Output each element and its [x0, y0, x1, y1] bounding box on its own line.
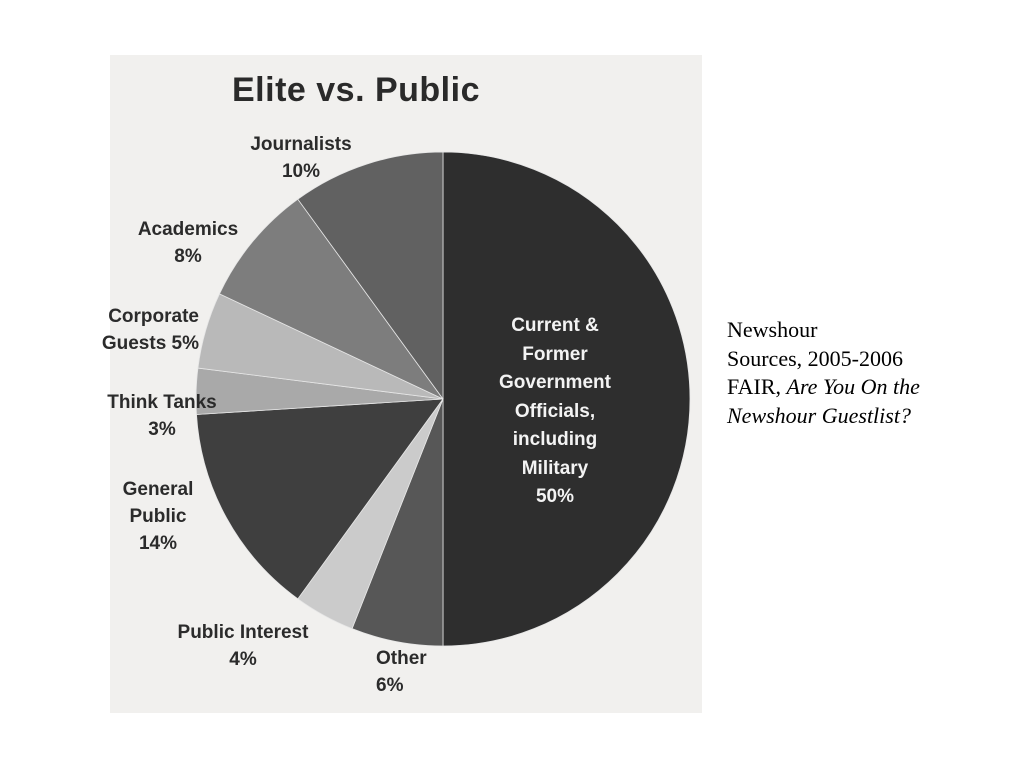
slice-label-journalists: Journalists 10% — [250, 134, 352, 182]
pie-slice-general-public — [196, 398, 444, 600]
slice-label-public-interest: Public Interest 4% — [177, 622, 309, 670]
pie-chart — [195, 151, 691, 647]
chart-figure: Elite vs. Public Current & Former Govern… — [102, 55, 702, 713]
slice-label-government-officials: Current & Former Government Officials, i… — [499, 315, 611, 507]
slice-label-general-public: General Public 14% — [122, 479, 194, 554]
source-title-part-1: Are You On the — [786, 374, 920, 399]
source-title-part-2: Newshour Guestlist? — [727, 402, 911, 428]
pie-slice-journalists — [297, 151, 444, 401]
slice-label-corporate-guests: Corporate Guests 5% — [101, 306, 199, 354]
source-note: Newshour Sources, 2005-2006 FAIR, Are Yo… — [727, 316, 1017, 430]
chart-title: Elite vs. Public — [232, 71, 480, 109]
pie-slice-government-officials — [442, 151, 691, 647]
slice-label-other: Other 6% — [376, 648, 427, 696]
slice-label-think-tanks: Think Tanks 3% — [107, 392, 217, 440]
source-publisher: FAIR, — [727, 374, 787, 399]
slice-label-academics: Academics 8% — [137, 219, 239, 267]
pie-slice-academics — [218, 198, 444, 400]
source-line-1: Newshour — [727, 317, 818, 342]
source-line-3: FAIR, Are You On the — [727, 373, 1017, 402]
source-line-2: Sources, 2005-2006 — [727, 345, 903, 371]
